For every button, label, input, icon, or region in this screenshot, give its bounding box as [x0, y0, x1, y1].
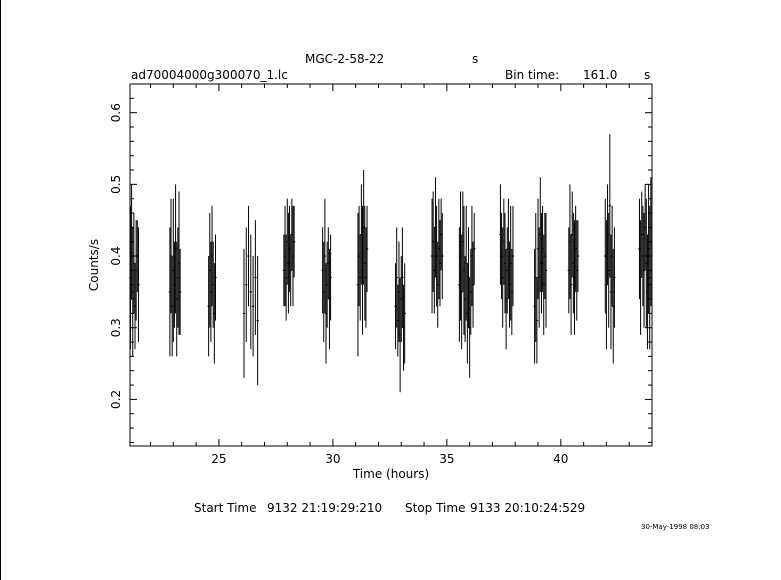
file-name: ad70004000g300070_1.lc	[131, 68, 288, 82]
start-time-value: 9132 21:19:29:210	[267, 501, 383, 515]
y-axis-label: Counts/s	[87, 239, 101, 291]
bin-time-value: 161.0	[583, 68, 618, 82]
x-tick-label: 35	[439, 452, 454, 466]
object-unit: s	[472, 52, 479, 66]
bin-time-label: Bin time:	[505, 68, 560, 82]
x-tick-label: 25	[211, 452, 226, 466]
y-tick-label: 0.3	[109, 318, 123, 337]
object-name: MGC-2-58-22	[305, 52, 385, 66]
x-axis-label: Time (hours)	[352, 467, 429, 481]
y-tick-label: 0.4	[109, 246, 123, 265]
x-tick-label: 30	[325, 452, 340, 466]
bin-time-unit: s	[644, 68, 651, 82]
y-tick-label: 0.2	[109, 390, 123, 409]
stop-time-value: 9133 20:10:24:529	[470, 501, 586, 515]
stop-time-label: Stop Time	[405, 501, 466, 515]
data-marks	[129, 134, 653, 393]
y-tick-label: 0.6	[109, 103, 123, 122]
y-tick-label: 0.5	[109, 175, 123, 194]
date-stamp: 30-May-1998 08:03	[641, 523, 710, 531]
axes: 25 30 35 40 0.2 0.3 0.4 0.5 0.6 Time (hours) Count…	[87, 83, 653, 481]
x-tick-label: 40	[553, 452, 568, 466]
start-time-label: Start Time	[194, 501, 257, 515]
window-left-border	[0, 0, 1, 580]
